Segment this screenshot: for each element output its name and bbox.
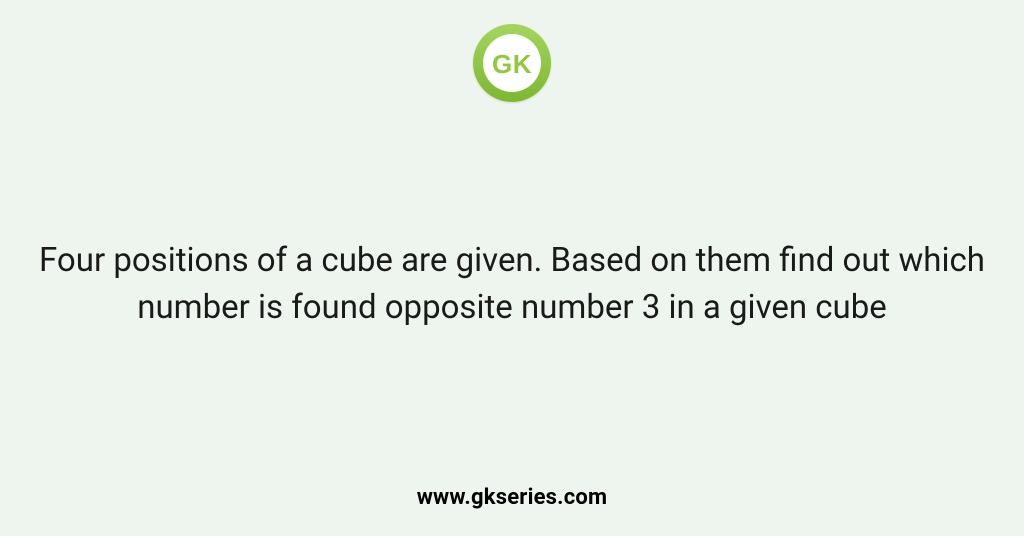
question-text: Four positions of a cube are given. Base… xyxy=(0,238,1024,332)
logo-inner-circle: GK xyxy=(483,34,541,92)
logo-outer-circle: GK xyxy=(473,24,551,102)
logo: GK xyxy=(473,24,551,102)
footer-url: www.gkseries.com xyxy=(0,485,1024,510)
logo-text: GK xyxy=(492,51,532,77)
